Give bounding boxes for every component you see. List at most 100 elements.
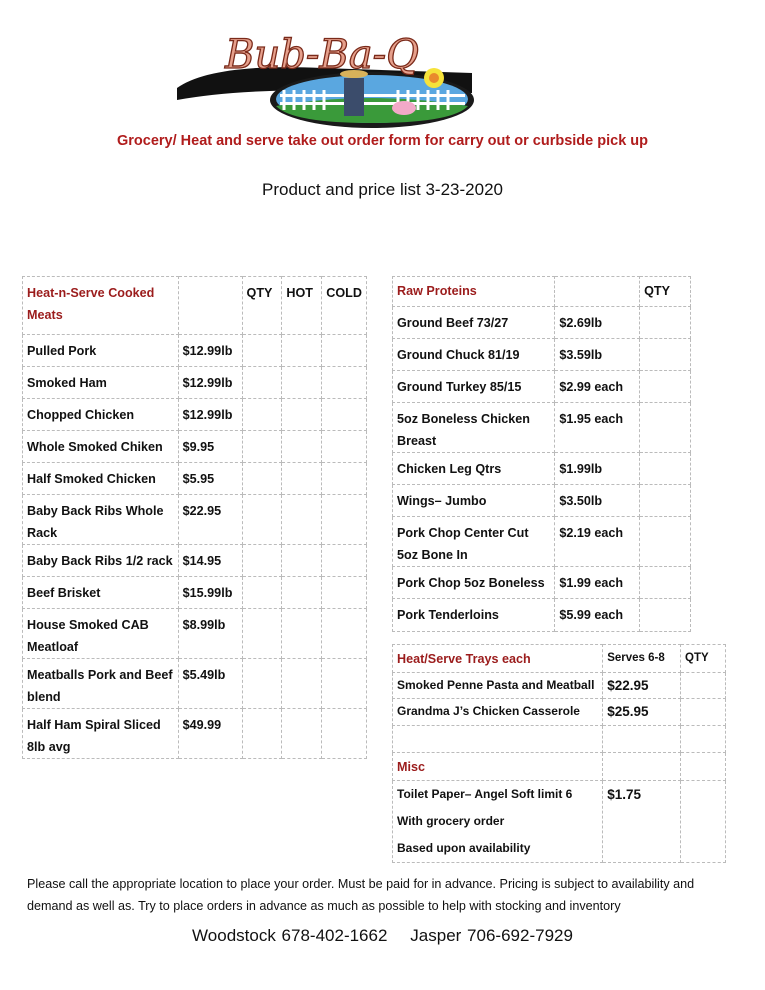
item-price: $2.19 each (554, 516, 641, 567)
item-name: Meatballs Pork and Beef blend (22, 658, 179, 709)
item-name: Chicken Leg Qtrs (391, 452, 556, 485)
cold-cell[interactable] (321, 576, 367, 609)
qty-cell[interactable] (639, 338, 691, 371)
qty-cell[interactable] (241, 544, 283, 577)
cold-cell[interactable] (321, 430, 367, 463)
item-price: $3.50lb (554, 484, 641, 517)
qty-cell[interactable] (241, 462, 283, 495)
qty-cell[interactable] (241, 366, 283, 399)
item-name: Pork Chop Center Cut 5oz Bone In (391, 516, 556, 567)
item-price: $1.75 (602, 780, 682, 863)
serves-header: Serves 6-8 (602, 644, 682, 673)
cold-cell[interactable] (321, 544, 367, 577)
qty-cell[interactable] (241, 658, 283, 709)
hot-cell[interactable] (281, 430, 323, 463)
item-name: Smoked Ham (22, 366, 179, 399)
qty-cell[interactable] (241, 494, 283, 545)
qty-cell[interactable] (241, 430, 283, 463)
table-row: Half Ham Spiral Sliced 8lb avg $49.99 (22, 708, 367, 759)
hot-cell[interactable] (281, 608, 323, 659)
qty-cell[interactable] (680, 780, 726, 863)
item-name: Half Smoked Chicken (22, 462, 179, 495)
qty-cell[interactable] (241, 398, 283, 431)
item-price: $15.99lb (177, 576, 243, 609)
hot-header: HOT (281, 276, 323, 335)
item-name: Half Ham Spiral Sliced 8lb avg (22, 708, 179, 759)
table-row: Ground Turkey 85/15 $2.99 each (391, 370, 691, 403)
hot-cell[interactable] (281, 366, 323, 399)
item-price: $8.99lb (177, 608, 243, 659)
bub-ba-q-logo: Bub-Ba-Q (177, 31, 474, 128)
item-name: Whole Smoked Chiken (22, 430, 179, 463)
item-price: $25.95 (602, 698, 682, 726)
qty-cell[interactable] (241, 576, 283, 609)
cold-cell[interactable] (321, 462, 367, 495)
item-name: Ground Turkey 85/15 (391, 370, 556, 403)
hot-cell[interactable] (281, 398, 323, 431)
form-subtitle: Grocery/ Heat and serve take out order f… (116, 133, 648, 149)
hot-cell[interactable] (281, 334, 323, 367)
item-price: $2.99 each (554, 370, 641, 403)
qty-cell[interactable] (639, 452, 691, 485)
qty-cell[interactable] (639, 516, 691, 567)
qty-cell[interactable] (680, 698, 726, 726)
item-price: $49.99 (177, 708, 243, 759)
logo-wordmark: Bub-Ba-Q (224, 32, 419, 78)
hot-cell[interactable] (281, 658, 323, 709)
item-name: Wings– Jumbo (391, 484, 556, 517)
qty-cell[interactable] (639, 402, 691, 453)
misc-line: With grocery order (397, 814, 505, 828)
cold-cell[interactable] (321, 608, 367, 659)
qty-cell[interactable] (639, 566, 691, 599)
raw-proteins-table: Raw Proteins QTY Ground Beef 73/27 $2.69lb… (391, 276, 691, 632)
item-price: $1.99 each (554, 566, 641, 599)
qty-cell[interactable] (241, 334, 283, 367)
item-name: Baby Back Ribs Whole Rack (22, 494, 179, 545)
item-name: Pork Chop 5oz Boneless (391, 566, 556, 599)
item-name: Baby Back Ribs 1/2 rack (22, 544, 179, 577)
cold-cell[interactable] (321, 366, 367, 399)
qty-header: QTY (639, 276, 691, 307)
price-list-title: Product and price list 3-23-2020 (262, 180, 503, 199)
item-name: Pulled Pork (22, 334, 179, 367)
hot-cell[interactable] (281, 462, 323, 495)
qty-cell[interactable] (639, 484, 691, 517)
table-row: Ground Beef 73/27 $2.69lb (391, 306, 691, 339)
cold-cell[interactable] (321, 708, 367, 759)
item-price: $1.95 each (554, 402, 641, 453)
item-price: $5.49lb (177, 658, 243, 709)
qty-cell[interactable] (241, 708, 283, 759)
cold-header: COLD (321, 276, 367, 335)
cold-cell[interactable] (321, 658, 367, 709)
item-price: $22.95 (177, 494, 243, 545)
hot-cell[interactable] (281, 544, 323, 577)
misc-line: Toilet Paper– Angel Soft limit 6 (397, 787, 573, 801)
item-name: Grandma J’s Chicken Casserole (391, 698, 604, 726)
hot-cell[interactable] (281, 708, 323, 759)
item-name: 5oz Boneless Chicken Breast (391, 402, 556, 453)
table-row: Pork Tenderloins $5.99 each (391, 598, 691, 632)
cooked-meats-header: Heat-n-Serve Cooked Meats (22, 276, 179, 335)
qty-cell[interactable] (639, 370, 691, 403)
item-name: Chopped Chicken (22, 398, 179, 431)
qty-cell[interactable] (680, 672, 726, 699)
table-row: Chopped Chicken $12.99lb (22, 398, 367, 431)
qty-cell[interactable] (241, 608, 283, 659)
item-name: Ground Beef 73/27 (391, 306, 556, 339)
raw-proteins-header: Raw Proteins (391, 276, 556, 307)
qty-cell[interactable] (639, 306, 691, 339)
table-row: Smoked Penne Pasta and Meatball $22.95 (391, 672, 726, 699)
table-row: Pulled Pork $12.99lb (22, 334, 367, 367)
cold-cell[interactable] (321, 398, 367, 431)
hot-cell[interactable] (281, 494, 323, 545)
qty-cell[interactable] (639, 598, 691, 632)
item-price: $3.59lb (554, 338, 641, 371)
qty-header: QTY (241, 276, 283, 335)
cold-cell[interactable] (321, 494, 367, 545)
cooked-meats-table: Heat-n-Serve Cooked Meats QTY HOT COLD Pull… (22, 276, 367, 759)
cold-cell[interactable] (321, 334, 367, 367)
table-row: Toilet Paper– Angel Soft limit 6 With gr… (391, 780, 726, 863)
table-row: House Smoked CAB Meatloaf $8.99lb (22, 608, 367, 659)
hot-cell[interactable] (281, 576, 323, 609)
